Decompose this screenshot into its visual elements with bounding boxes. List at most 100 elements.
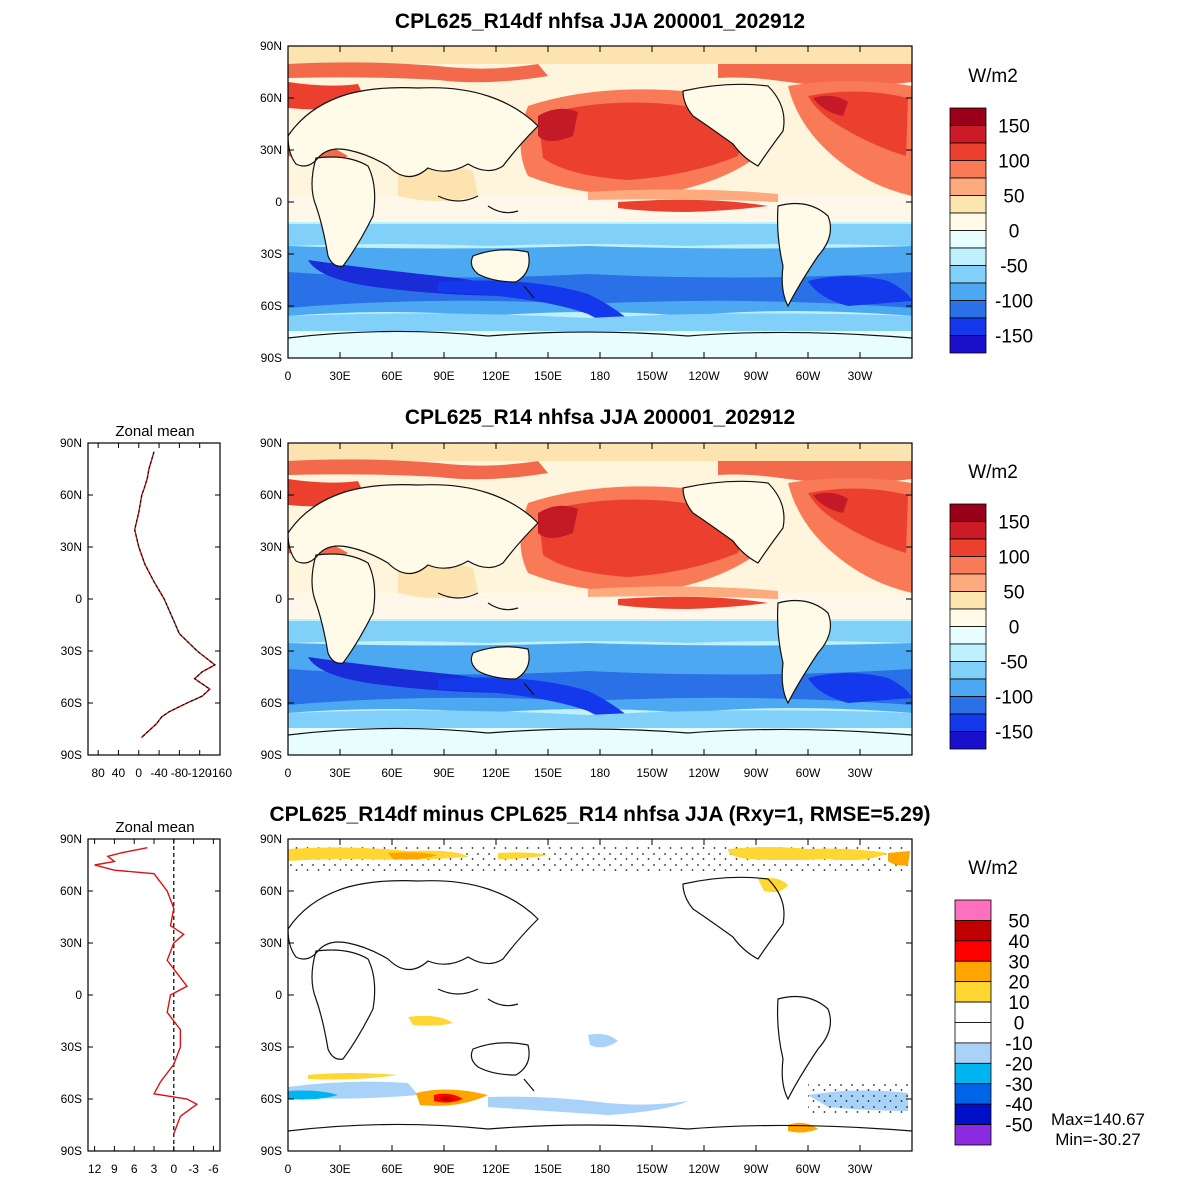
map-top-lon-tick: 90E [433, 369, 454, 383]
zonal-mean-1-y-tick: 30S [61, 644, 82, 658]
zonal-mean-2-y-tick: 60S [61, 1092, 82, 1106]
map-middle-lon-tick: 180 [590, 766, 610, 780]
map-middle-lon-tick: 60W [796, 766, 821, 780]
zonal-mean-2-x-tick: 9 [111, 1162, 118, 1176]
colorbar-difference-label: 10 [1008, 993, 1029, 1014]
map-top-lon-tick: 60W [796, 369, 821, 383]
colorbar-top-label: -100 [995, 292, 1033, 313]
colorbar-top-swatch [949, 125, 987, 144]
zonal-mean-2-x-tick: 3 [151, 1162, 158, 1176]
zonal-mean-1-y-tick: 30N [60, 540, 82, 554]
panel-top-title: CPL625_R14df nhfsa JJA 200001_202912 [395, 10, 805, 33]
colorbar-middle-label: -50 [1000, 653, 1027, 674]
map-middle-lon-tick: 120E [482, 766, 510, 780]
colorbar-middle-label: 150 [998, 513, 1030, 534]
zonal-mean-1-y-tick: 60N [60, 488, 82, 502]
colorbar-middle-swatch [949, 643, 987, 662]
colorbar-difference-label: -10 [1005, 1034, 1032, 1055]
map-difference-lon-tick: 150E [534, 1162, 562, 1176]
zonal-mean-title-2: Zonal mean [115, 819, 194, 836]
panel-difference: CPL625_R14df minus CPL625_R14 nhfsa JJA … [60, 803, 1145, 1176]
units-difference: W/m2 [968, 858, 1018, 879]
map-middle-lon-tick: 90E [433, 766, 454, 780]
zonal-mean-2-x-tick: -3 [188, 1162, 199, 1176]
colorbar-middle-label: -150 [995, 723, 1033, 744]
colorbar-middle-swatch [949, 608, 987, 627]
map-difference-lon-tick: 0 [285, 1162, 292, 1176]
map-middle-lon-tick: 0 [285, 766, 292, 780]
colorbar-middle-swatch [949, 661, 987, 680]
map-difference-lat-tick: 90S [261, 1144, 282, 1158]
map-top-lat-tick: 30S [261, 247, 282, 261]
map-middle-lon-tick: 30E [329, 766, 350, 780]
map-middle-lat-tick: 60N [260, 488, 282, 502]
map-difference-lon-tick: 60W [796, 1162, 821, 1176]
zonal-mean-2-series-line [94, 847, 199, 1134]
map-middle-lon-tick: 90W [744, 766, 769, 780]
colorbar-top-swatch [949, 212, 987, 231]
map-difference-lat-tick: 90N [260, 832, 282, 846]
colorbar-top-swatch [949, 160, 987, 179]
map-difference-lat-tick: 30S [261, 1040, 282, 1054]
colorbar-top-swatch [949, 300, 987, 319]
panel-top: CPL625_R14df nhfsa JJA 200001_202912 0 30… [260, 10, 1033, 383]
colorbar-top-swatch [949, 265, 987, 284]
map-difference-lat-tick: 0 [275, 988, 282, 1002]
map-middle-lon-tick: 150E [534, 766, 562, 780]
map-middle-lat-tick: 30S [261, 644, 282, 658]
units-middle: W/m2 [968, 462, 1018, 483]
colorbar-top-label: 100 [998, 152, 1030, 173]
map-top-lon-tick: 60E [381, 369, 402, 383]
zonal-mean-2-y-tick: 90S [61, 1144, 82, 1158]
colorbar-top-label: 50 [1003, 187, 1024, 208]
colorbar-top-label: -50 [1000, 257, 1027, 278]
colorbar-difference-label: -40 [1005, 1095, 1032, 1116]
colorbar-difference-swatch [954, 899, 992, 921]
colorbar-difference-swatch [954, 1042, 992, 1064]
colorbar-top-swatch [949, 142, 987, 161]
colorbar-difference-swatch [954, 1083, 992, 1105]
map-middle-lat-tick: 90S [261, 748, 282, 762]
map-top-lon-tick: 30W [848, 369, 873, 383]
colorbar-difference-label: 20 [1008, 973, 1029, 994]
colorbar-middle-swatch [949, 538, 987, 557]
map-difference-lon-tick: 180 [590, 1162, 610, 1176]
colorbar-difference-label: 40 [1008, 932, 1029, 953]
map-difference-lon-tick: 90E [433, 1162, 454, 1176]
map-difference-lat-tick: 60S [261, 1092, 282, 1106]
colorbar-middle-label: 0 [1009, 618, 1020, 639]
panel-middle: CPL625_R14 nhfsa JJA 200001_202912 0 30E 6… [60, 406, 1033, 780]
colorbar-difference-swatch [954, 1124, 992, 1146]
map-top-lon-tick: 150E [534, 369, 562, 383]
colorbar-difference-swatch [954, 1062, 992, 1085]
colorbar-difference-swatch [954, 1001, 992, 1023]
zonal-mean-plot-1: 80 40 0 -40 -80 -120-160 90N 60N 30N 0 30S 60S 90S [60, 436, 232, 780]
map-top-lon-tick: 150W [636, 369, 668, 383]
map-difference [288, 839, 912, 1151]
colorbar-difference-label: 30 [1008, 952, 1029, 973]
map-difference-lon-tick: 120W [688, 1162, 720, 1176]
zonal-mean-2-x-tick: 6 [131, 1162, 138, 1176]
colorbar-middle-swatch [949, 573, 987, 592]
min-label: Min=-30.27 [1055, 1130, 1141, 1149]
map-middle-lon-tick: 30W [848, 766, 873, 780]
zonal-mean-1-x-tick: 80 [91, 766, 105, 780]
zonal-mean-1-series-line [134, 451, 216, 739]
colorbar-difference-label: 50 [1008, 911, 1029, 932]
zonal-mean-1-y-tick: 90S [61, 748, 82, 762]
colorbar-difference-swatch [954, 981, 992, 1003]
map-difference-lon-tick: 30E [329, 1162, 350, 1176]
map-difference-lat-tick: 30N [260, 936, 282, 950]
colorbar-middle-swatch [949, 503, 987, 522]
max-label: Max=140.67 [1051, 1110, 1145, 1129]
map-top-lat-tick: 0 [275, 195, 282, 209]
map-middle-lat-tick: 90N [260, 436, 282, 450]
map-top [288, 46, 912, 358]
map-difference-lon-tick: 150W [636, 1162, 668, 1176]
colorbar-top: 150 100 50 0 -50 -100 -150 [949, 107, 1033, 354]
colorbar-top-swatch [949, 177, 987, 196]
colorbar-difference-label: -50 [1005, 1116, 1032, 1137]
zonal-mean-1-x-tick: -160 [208, 766, 232, 780]
map-top-lat-tick: 90S [261, 351, 282, 365]
